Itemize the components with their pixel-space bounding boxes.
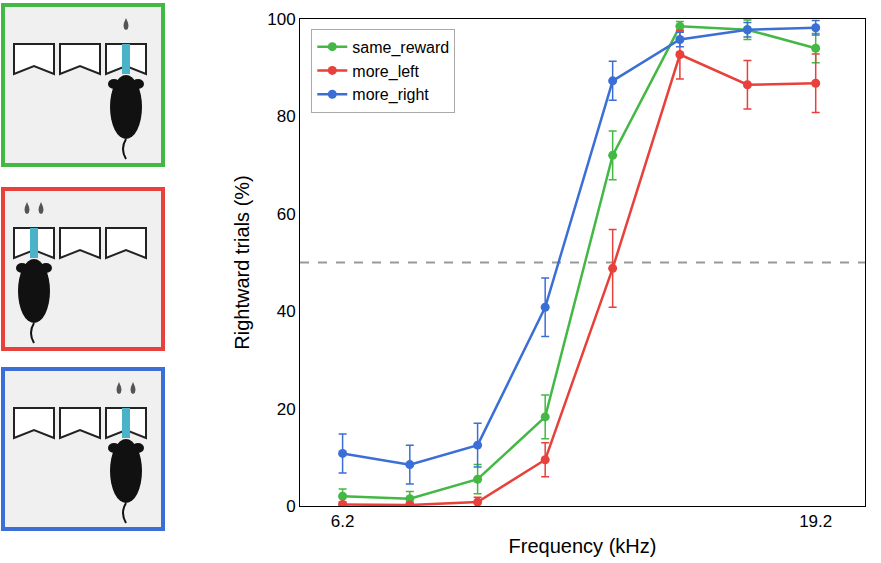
svg-text:60: 60 <box>277 205 296 224</box>
svg-text:more_right: more_right <box>352 86 429 104</box>
svg-text:Frequency (kHz): Frequency (kHz) <box>509 535 657 557</box>
svg-text:19.2: 19.2 <box>799 512 832 531</box>
svg-text:0: 0 <box>286 497 295 516</box>
svg-text:20: 20 <box>277 400 296 419</box>
svg-text:6.2: 6.2 <box>331 512 355 531</box>
svg-text:40: 40 <box>277 302 296 321</box>
svg-text:100: 100 <box>267 10 295 29</box>
svg-text:more_left: more_left <box>352 63 419 81</box>
svg-text:80: 80 <box>277 107 296 126</box>
svg-text:Rightward trials (%): Rightward trials (%) <box>231 175 253 349</box>
svg-text:same_reward: same_reward <box>352 39 449 57</box>
